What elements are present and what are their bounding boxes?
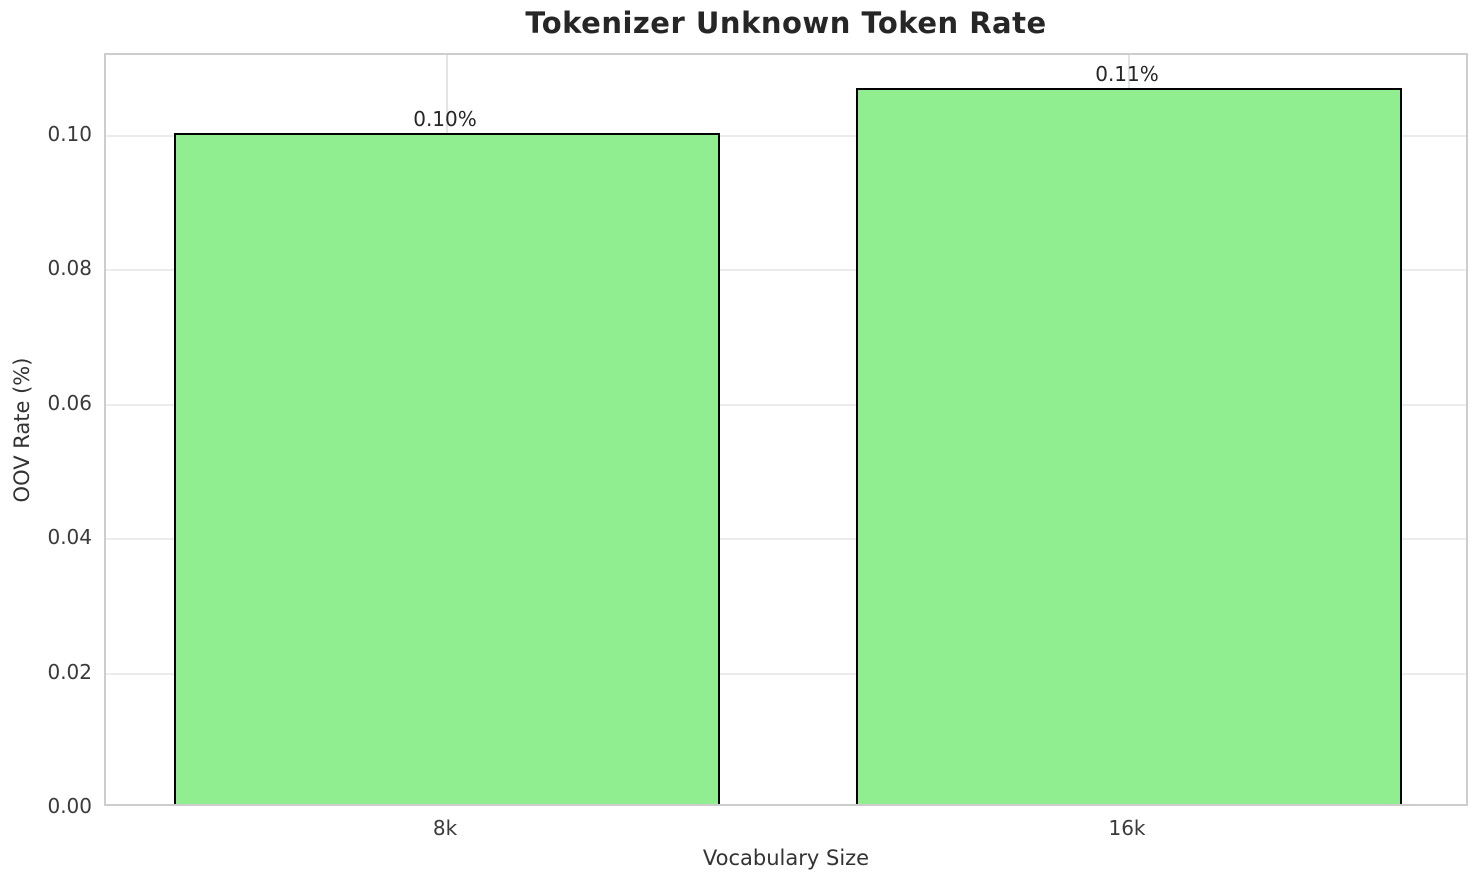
bar-value-label: 0.10% bbox=[413, 107, 477, 132]
bar-value-label: 0.11% bbox=[1095, 61, 1159, 86]
y-axis-label: OOV Rate (%) bbox=[10, 357, 34, 503]
y-gridline bbox=[106, 672, 1466, 675]
y-gridline bbox=[106, 134, 1466, 137]
y-gridline bbox=[106, 403, 1466, 406]
x-tick-label: 8k bbox=[432, 816, 458, 840]
y-tick-label: 0.06 bbox=[47, 390, 92, 415]
x-axis-label: Vocabulary Size bbox=[702, 846, 870, 870]
plot-area bbox=[104, 53, 1468, 806]
y-gridline bbox=[106, 538, 1466, 541]
chart-title: Tokenizer Unknown Token Rate bbox=[525, 6, 1047, 40]
y-tick-label: 0.08 bbox=[47, 256, 92, 281]
y-gridline bbox=[106, 269, 1466, 272]
y-tick-label: 0.10 bbox=[47, 121, 92, 146]
y-tick-label: 0.04 bbox=[47, 525, 92, 550]
bar-8k bbox=[174, 133, 720, 804]
x-tick-label: 16k bbox=[1108, 816, 1146, 840]
bar-16k bbox=[856, 87, 1402, 804]
y-tick-label: 0.00 bbox=[47, 794, 92, 818]
y-tick-label: 0.02 bbox=[47, 659, 92, 684]
